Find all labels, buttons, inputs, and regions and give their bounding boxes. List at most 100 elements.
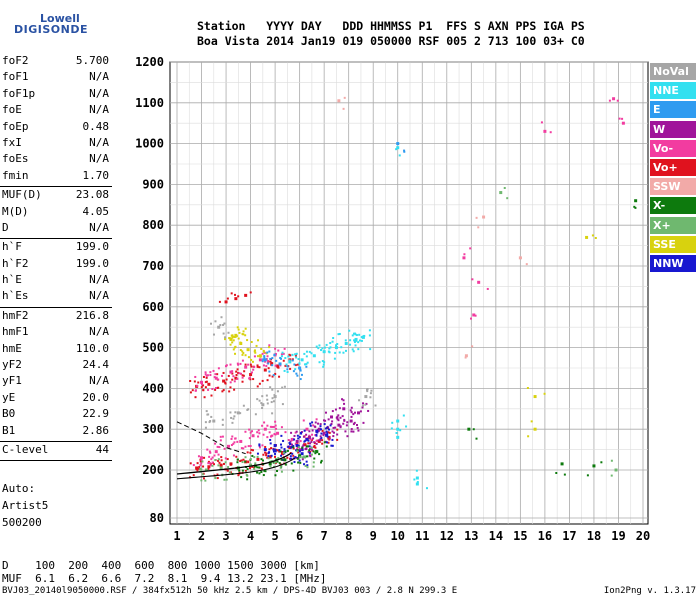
echo-point xyxy=(364,395,368,399)
echo-point xyxy=(266,351,269,354)
echo-point xyxy=(231,370,234,373)
auto-label: Auto: xyxy=(2,482,36,495)
echo-point xyxy=(342,407,346,411)
echo-point xyxy=(220,316,223,319)
echo-point xyxy=(363,334,366,337)
echo-point xyxy=(415,482,419,486)
echo-point xyxy=(249,467,252,470)
echo-point xyxy=(200,380,204,384)
echo-point xyxy=(208,455,211,458)
echo-point xyxy=(274,424,277,427)
echo-point xyxy=(258,354,262,358)
echo-point xyxy=(327,431,330,434)
legend-item: NoVal xyxy=(650,63,696,80)
echo-point xyxy=(339,416,342,419)
legend-item: X+ xyxy=(650,216,696,234)
echo-point xyxy=(314,452,317,455)
y-tick-label: 700 xyxy=(142,259,164,273)
echo-point xyxy=(221,418,224,421)
echo-point xyxy=(260,467,263,470)
echo-point xyxy=(334,426,337,429)
echo-point xyxy=(295,444,299,448)
param-label: h`F xyxy=(2,240,22,254)
echo-point xyxy=(324,411,327,414)
echo-point xyxy=(273,394,276,397)
echo-point xyxy=(312,450,315,453)
echo-point xyxy=(256,466,259,469)
echo-point xyxy=(230,416,233,419)
echo-point xyxy=(224,457,227,460)
echo-point xyxy=(402,414,405,417)
echo-point xyxy=(258,466,261,469)
echo-point xyxy=(299,440,302,443)
param-label: h`Es xyxy=(2,289,29,303)
echo-point xyxy=(231,341,234,344)
echo-point xyxy=(277,457,280,460)
echo-point xyxy=(230,292,233,295)
echo-point xyxy=(303,455,307,459)
echo-point xyxy=(298,366,302,370)
echo-point xyxy=(284,450,287,453)
echo-point xyxy=(244,430,247,433)
echo-point xyxy=(200,456,204,460)
y-tick-label: 500 xyxy=(142,341,164,355)
echo-point xyxy=(294,368,297,371)
echo-point xyxy=(251,434,255,438)
echo-point xyxy=(200,458,203,461)
echo-point xyxy=(197,467,200,470)
echo-point xyxy=(325,445,328,448)
echo-point xyxy=(271,425,274,428)
param-label: h`F2 xyxy=(2,256,29,270)
echo-point xyxy=(340,346,343,349)
echo-point xyxy=(398,154,401,157)
param-value: N/A xyxy=(89,325,109,339)
echo-point xyxy=(224,381,227,384)
echo-point xyxy=(266,456,269,459)
param-row: M(D) 4.05 xyxy=(0,205,112,221)
echo-point xyxy=(391,421,394,424)
param-label: yE xyxy=(2,390,16,404)
echo-point xyxy=(283,385,286,388)
echo-point xyxy=(634,199,638,203)
echo-point xyxy=(342,107,345,110)
echo-point xyxy=(360,339,363,342)
echo-point xyxy=(268,431,271,434)
echo-point xyxy=(238,331,241,334)
echo-point xyxy=(242,458,245,461)
echo-point xyxy=(281,351,284,354)
echo-point xyxy=(269,386,272,389)
echo-point xyxy=(292,469,295,472)
echo-point xyxy=(199,467,202,470)
echo-point xyxy=(234,352,237,355)
echo-point xyxy=(305,363,308,366)
echo-point xyxy=(224,461,227,464)
echo-point xyxy=(234,411,237,414)
echo-point xyxy=(264,445,267,448)
echo-point xyxy=(346,421,349,424)
echo-point xyxy=(621,117,624,120)
echo-point xyxy=(256,471,259,474)
echo-point xyxy=(322,434,325,437)
echo-point xyxy=(207,462,210,465)
echo-point xyxy=(357,341,360,344)
echo-point xyxy=(306,466,309,469)
echo-point xyxy=(226,297,229,300)
echo-point xyxy=(324,419,327,422)
echo-point xyxy=(235,373,238,376)
echo-point xyxy=(208,421,211,424)
legend-item: SSE xyxy=(650,235,696,253)
echo-point xyxy=(238,372,241,375)
echo-point xyxy=(312,437,315,440)
param-value: 44 xyxy=(95,442,109,456)
y-tick-label: 200 xyxy=(142,463,164,477)
echo-point xyxy=(289,367,292,370)
echo-point xyxy=(267,457,270,460)
legend-item: SSW xyxy=(650,178,696,196)
echo-point xyxy=(585,235,589,239)
echo-point xyxy=(318,439,321,442)
x-tick-label: 20 xyxy=(636,529,650,543)
x-tick-label: 12 xyxy=(440,529,454,543)
echo-point xyxy=(241,376,244,379)
echo-point xyxy=(200,479,203,482)
echo-point xyxy=(314,421,317,424)
